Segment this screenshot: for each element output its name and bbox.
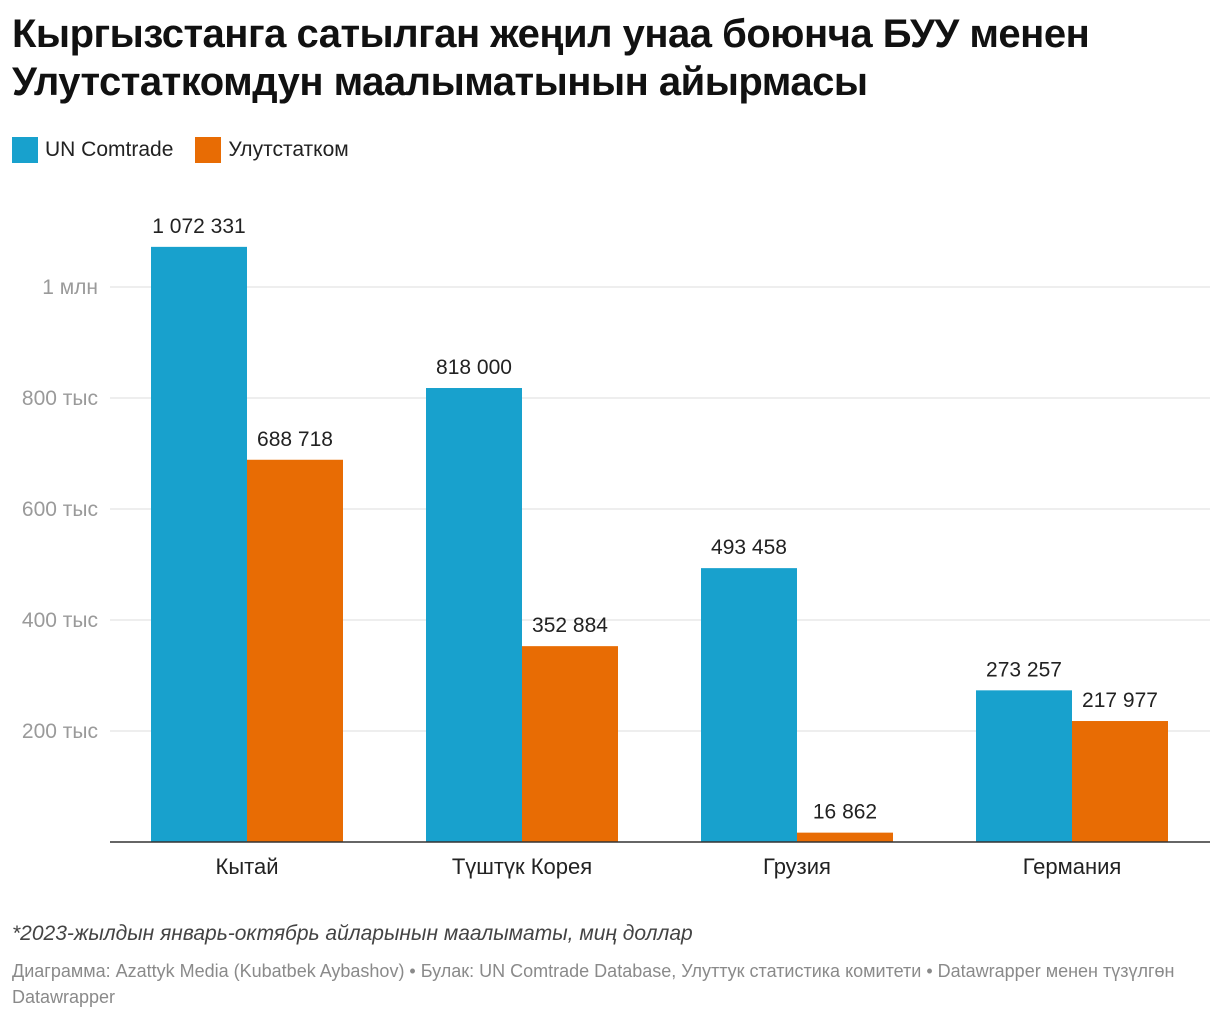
data-label: 493 458 <box>711 536 787 559</box>
chart-title: Кыргызстанга сатылган жеңил унаа боюнча … <box>12 12 1090 104</box>
bar <box>797 832 893 842</box>
bar <box>1072 721 1168 842</box>
x-tick-label: Кытай <box>216 854 279 879</box>
bar <box>247 459 343 842</box>
y-tick-label: 400 тыс <box>22 609 98 632</box>
data-label: 16 862 <box>813 801 877 824</box>
legend-label-un-comtrade: UN Comtrade <box>45 138 174 161</box>
x-tick-label: Түштүк Корея <box>452 854 592 879</box>
bar <box>151 246 247 842</box>
data-label: 352 884 <box>532 614 608 637</box>
data-label: 688 718 <box>257 428 333 451</box>
bar <box>522 646 618 842</box>
data-label: 1 072 331 <box>152 215 245 238</box>
bar-chart: 200 тыс 400 тыс 600 тыс 800 тыс 1 млн 1 072 3… <box>22 215 1210 879</box>
credits: Диаграмма: Azattyk Media (Kubatbek Aybas… <box>12 961 1175 1007</box>
legend-swatch-un-comtrade <box>12 137 38 163</box>
bar <box>426 388 522 842</box>
data-label: 273 257 <box>986 658 1062 681</box>
x-tick-label: Германия <box>1023 854 1122 879</box>
bar <box>701 568 797 842</box>
legend-item-ulutstatkom: Улутстатком <box>195 137 349 163</box>
legend: UN Comtrade Улутстатком <box>12 137 371 163</box>
data-label: 217 977 <box>1082 689 1158 712</box>
legend-swatch-ulutstatkom <box>195 137 222 163</box>
y-tick-label: 200 тыс <box>22 720 98 743</box>
footnote: *2023-жылдын январь-октябрь айларынын ма… <box>12 922 693 945</box>
y-tick-label: 800 тыс <box>22 387 98 410</box>
y-tick-label: 1 млн <box>42 276 98 299</box>
x-tick-label: Грузия <box>763 854 831 879</box>
data-label: 818 000 <box>436 356 512 379</box>
legend-item-un-comtrade: UN Comtrade <box>12 137 173 163</box>
bar <box>976 690 1072 842</box>
y-tick-label: 600 тыс <box>22 498 98 521</box>
legend-label-ulutstatkom: Улутстатком <box>228 138 349 161</box>
